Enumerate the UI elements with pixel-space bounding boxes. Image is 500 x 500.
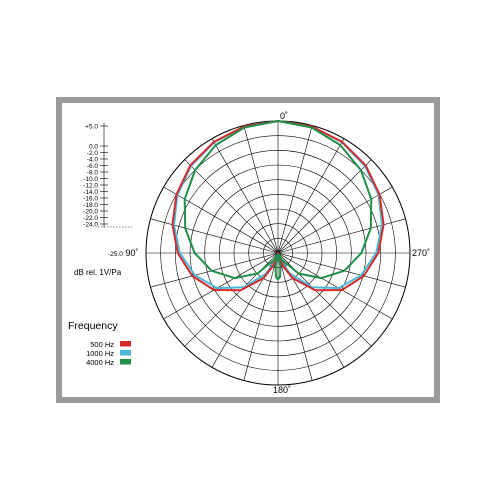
db-tick-label: -4.0: [87, 156, 99, 163]
legend-swatch: [120, 359, 131, 365]
db-inner-label: -25.0: [108, 251, 123, 258]
grid-spoke: [277, 159, 372, 254]
db-scale: +5.00.0-2.0-4.0-6.0-8.0-10.0-12.0-14.0-1…: [83, 123, 132, 228]
angle-label-top: 0˚: [280, 111, 288, 121]
grid-spoke: [277, 218, 406, 254]
db-tick-label: -14.0: [83, 189, 98, 196]
angle-label-bottom: 180˚: [273, 385, 291, 395]
legend-title: Frequency: [68, 320, 118, 332]
angle-label-left: 90˚: [125, 248, 138, 258]
grid-spoke: [277, 252, 406, 288]
grid-spoke: [277, 252, 313, 381]
grid-spoke: [163, 252, 279, 320]
legend-swatch: [120, 350, 131, 356]
grid-spoke: [211, 138, 279, 254]
grid-spoke: [150, 252, 279, 288]
db-tick-label: -10.0: [83, 176, 98, 183]
grid-spoke: [243, 125, 279, 254]
db-tick-label: -2.0: [87, 150, 99, 157]
grid-spoke: [277, 252, 393, 320]
polar-grid: [145, 120, 411, 386]
legend-label: 4000 Hz: [86, 358, 114, 367]
grid-spoke: [243, 252, 279, 381]
chart-frame: 0˚ 90˚ 270˚ 180˚ +5.0 0.0 -2.0 -4.0 -6.0 -8.0…: [56, 97, 440, 403]
db-tick-label: -12.0: [83, 182, 98, 189]
series-line-500-hz: [171, 120, 385, 292]
db-tick-label: -8.0: [87, 169, 99, 176]
grid-spoke: [277, 186, 393, 254]
angle-label-right: 270˚: [412, 248, 430, 258]
unit-label: dB rel. 1V/Pa: [74, 268, 122, 277]
db-tick-label: +5.0: [85, 123, 98, 130]
grid-spoke: [150, 218, 279, 254]
grid-spoke: [277, 138, 345, 254]
grid-spoke: [163, 186, 279, 254]
polar-curves: [171, 120, 385, 292]
db-tick-label: -24.0: [83, 221, 98, 228]
grid-spoke: [277, 125, 313, 254]
db-tick-label: -18.0: [83, 202, 98, 209]
legend-swatch: [120, 341, 131, 347]
db-tick-label: -22.0: [83, 215, 98, 222]
polar-pattern-chart: 0˚ 90˚ 270˚ 180˚ +5.0 0.0-2.0-4.0-6.0-8.0…: [68, 111, 430, 395]
db-tick-label: -6.0: [87, 163, 99, 170]
legend-label: 1000 Hz: [86, 349, 114, 358]
db-tick-label: -16.0: [83, 195, 98, 202]
legend-label: 500 Hz: [90, 340, 114, 349]
db-tick-label: -20.0: [83, 208, 98, 215]
series-line-4000-hz: [183, 120, 373, 281]
grid-spoke: [184, 159, 279, 254]
db-tick-label: 0.0: [89, 143, 98, 150]
